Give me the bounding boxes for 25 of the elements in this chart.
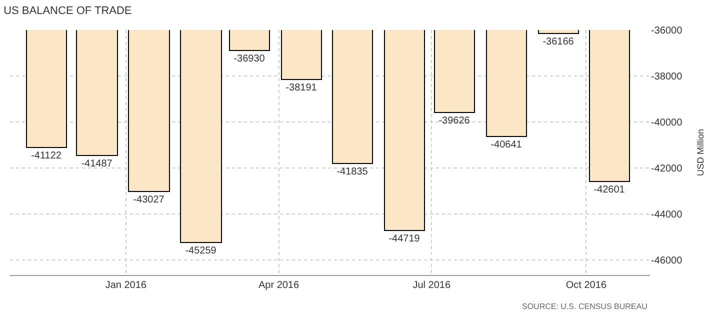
data-label: -38191 [286,82,318,94]
data-label: -45259 [185,246,217,256]
data-label: -41835 [336,166,368,178]
data-label: -36166 [542,36,574,48]
data-label: -41487 [81,158,113,170]
data-label: -36930 [234,54,266,64]
y-tick-label: -44000 [651,210,683,221]
x-tick-label: Oct 2016 [566,280,607,291]
y-axis-title: USD Million [695,128,706,176]
data-label: -40641 [490,140,522,150]
data-label: -44719 [388,234,420,244]
y-tick-label: -46000 [651,256,683,267]
data-label: -42601 [594,184,626,196]
chart-title: US BALANCE OF TRADE [4,5,132,18]
data-label: -39626 [438,116,470,126]
source-note: SOURCE: U.S. CENSUS BUREAU [522,302,648,311]
y-tick-label: -36000 [651,26,683,36]
y-tick-label: -40000 [651,118,683,129]
x-tick-label: Jan 2016 [105,280,147,291]
x-tick-label: Jul 2016 [412,280,451,291]
data-label: -41122 [31,150,62,162]
y-tick-label: -42000 [651,164,683,175]
y-tick-label: -38000 [651,72,683,83]
x-tick-label: Apr 2016 [258,280,300,291]
data-label: -43027 [133,194,165,206]
